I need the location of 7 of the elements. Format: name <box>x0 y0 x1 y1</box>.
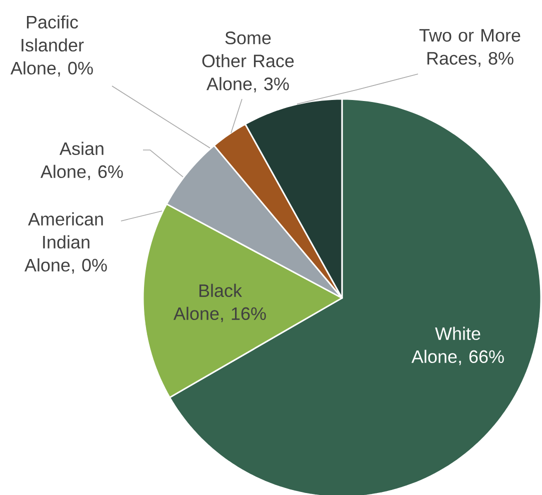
category-label: Pacific Islander Alone, 0% <box>10 15 93 77</box>
slice-label: Black Alone, 16% <box>174 284 266 322</box>
slice-label: White Alone, 66% <box>412 326 504 366</box>
slice-label: Asian Alone, 6% <box>40 142 123 180</box>
slice-label: Some Other Race Alone, 3% <box>202 32 294 92</box>
slice-label: Two or More Races, 8% <box>419 29 520 67</box>
legend-label: American Indian Alone, 0% <box>24 212 107 274</box>
